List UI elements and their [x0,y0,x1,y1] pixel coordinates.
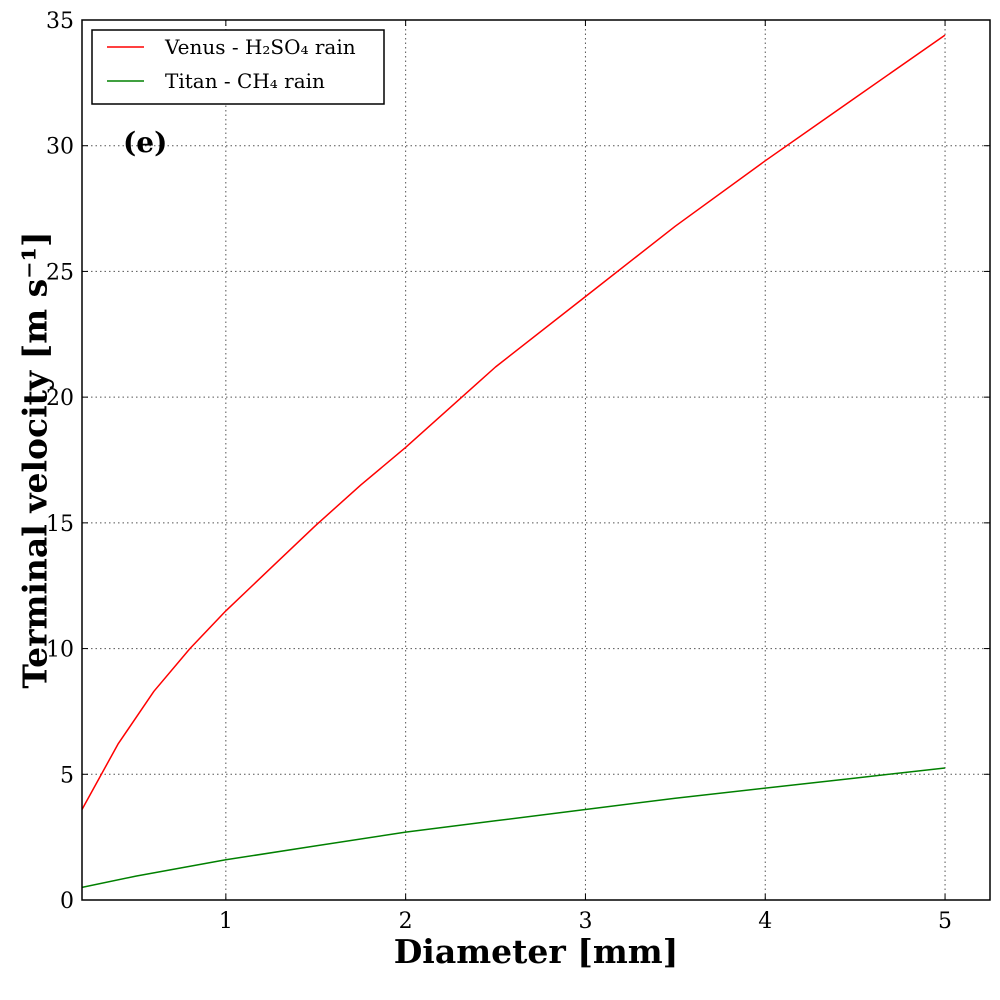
ticks: 1 2 3 4 5 0 5 10 15 20 25 30 35 [46,9,990,934]
series-line-1 [81,767,946,889]
x-tick-label: 5 [938,909,952,934]
x-tick-label: 2 [399,909,413,934]
y-tick-label: 30 [46,135,74,160]
legend-label: Venus - H₂SO₄ rain [164,35,356,59]
y-axis-title: Terminal velocity [m s⁻¹] [16,231,55,688]
panel-label: (e) [123,126,167,159]
x-tick-label: 3 [578,909,592,934]
y-tick-label: 0 [60,889,74,914]
y-tick-label: 25 [46,260,74,285]
series-layer [81,34,946,889]
x-axis-title: Diameter [mm] [394,932,679,971]
y-tick-label: 10 [46,638,74,663]
series-line-0 [81,34,946,810]
legend: Venus - H₂SO₄ rain Titan - CH₄ rain [91,29,385,105]
y-tick-label: 15 [46,512,74,537]
x-tick-label: 1 [219,909,233,934]
legend-box [91,29,385,105]
grid [82,20,990,900]
legend-label: Titan - CH₄ rain [165,69,325,93]
x-tick-label: 4 [758,909,772,934]
plot-frame [81,19,991,901]
y-tick-label: 20 [46,386,74,411]
y-tick-label: 35 [46,9,74,34]
y-tick-label: 5 [60,763,74,788]
